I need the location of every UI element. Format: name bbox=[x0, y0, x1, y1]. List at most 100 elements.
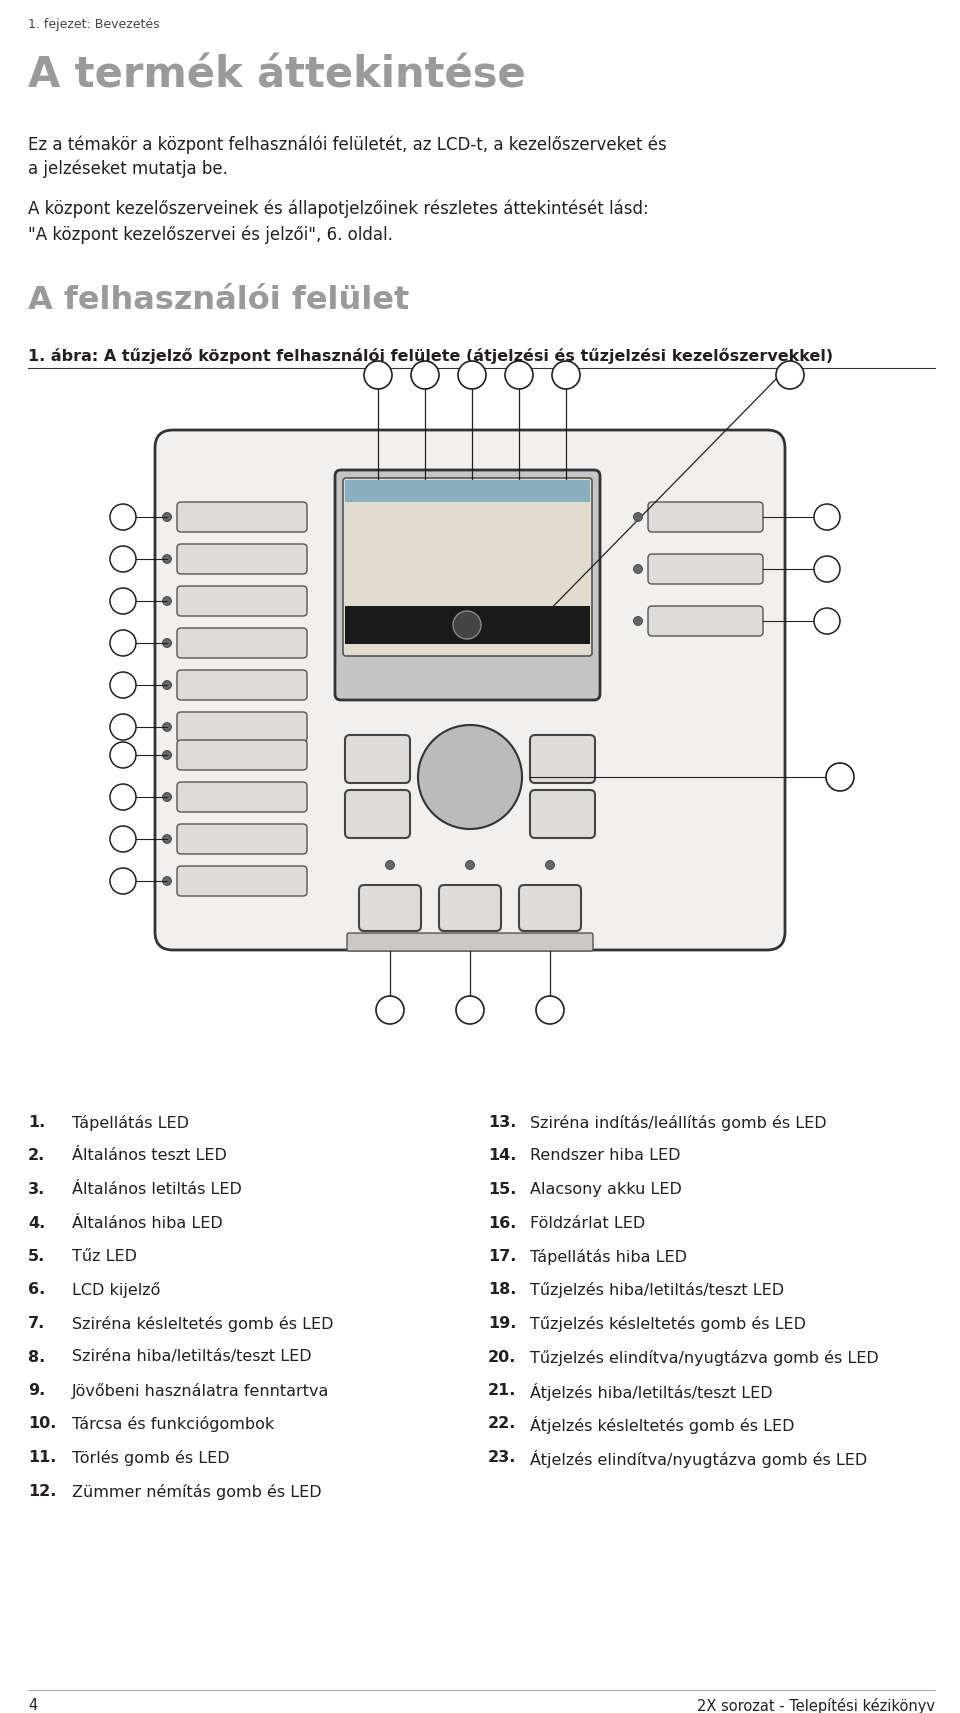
Circle shape bbox=[162, 793, 172, 802]
Text: 1. fejezet: Bevezetés: 1. fejezet: Bevezetés bbox=[28, 19, 159, 31]
Text: 16.: 16. bbox=[488, 1216, 516, 1230]
Circle shape bbox=[467, 488, 477, 498]
Text: 15.: 15. bbox=[488, 1182, 516, 1197]
Circle shape bbox=[110, 546, 136, 572]
Circle shape bbox=[456, 995, 484, 1024]
Text: Sziréna hiba/letiltás/teszt LED: Sziréna hiba/letiltás/teszt LED bbox=[72, 1350, 312, 1365]
Text: Rendszer hiba LED: Rendszer hiba LED bbox=[530, 1148, 681, 1163]
Text: 01: 01 bbox=[461, 613, 472, 622]
Text: PANEL 01: PANEL 01 bbox=[446, 509, 488, 517]
Circle shape bbox=[376, 995, 404, 1024]
Text: Sziréna indítás/leállítás gomb és LED: Sziréna indítás/leállítás gomb és LED bbox=[530, 1115, 827, 1131]
Text: 21.: 21. bbox=[488, 1382, 516, 1398]
Text: 22: 22 bbox=[116, 548, 131, 558]
Text: 16: 16 bbox=[116, 786, 130, 797]
Circle shape bbox=[364, 361, 392, 389]
Circle shape bbox=[418, 725, 522, 829]
Text: 11.: 11. bbox=[28, 1449, 57, 1465]
Circle shape bbox=[110, 504, 136, 529]
Text: A termék áttekintése: A termék áttekintése bbox=[28, 55, 526, 98]
Circle shape bbox=[545, 860, 555, 870]
FancyBboxPatch shape bbox=[177, 670, 307, 701]
FancyBboxPatch shape bbox=[439, 886, 501, 930]
FancyBboxPatch shape bbox=[345, 790, 410, 838]
FancyBboxPatch shape bbox=[530, 735, 595, 783]
FancyBboxPatch shape bbox=[177, 783, 307, 812]
Text: 2X sorozat - Telepítési kézikönyv: 2X sorozat - Telepítési kézikönyv bbox=[697, 1698, 935, 1713]
Text: 20: 20 bbox=[116, 632, 130, 642]
Text: A központ kezelőszerveinek és állapotjelzőinek részletes áttekintését lásd:: A központ kezelőszerveinek és állapotjel… bbox=[28, 200, 649, 219]
Circle shape bbox=[110, 868, 136, 894]
Text: F1: F1 bbox=[367, 745, 388, 761]
Text: 18.: 18. bbox=[488, 1283, 516, 1297]
Text: Tápellátás hiba LED: Tápellátás hiba LED bbox=[530, 1249, 687, 1264]
Text: 4: 4 bbox=[28, 1698, 37, 1713]
FancyBboxPatch shape bbox=[177, 824, 307, 855]
Circle shape bbox=[110, 630, 136, 656]
Text: Általános teszt LED: Általános teszt LED bbox=[72, 1148, 227, 1163]
Text: Törlés gomb és LED: Törlés gomb és LED bbox=[72, 1449, 229, 1466]
Text: 5.: 5. bbox=[28, 1249, 45, 1264]
FancyBboxPatch shape bbox=[177, 713, 307, 742]
Circle shape bbox=[110, 671, 136, 697]
Text: 9.: 9. bbox=[28, 1382, 45, 1398]
Circle shape bbox=[634, 617, 642, 625]
Text: Tárcsa és funkciógombok: Tárcsa és funkciógombok bbox=[72, 1417, 275, 1432]
Text: 8.: 8. bbox=[28, 1350, 45, 1365]
Text: 2: 2 bbox=[421, 363, 429, 375]
Circle shape bbox=[110, 714, 136, 740]
Circle shape bbox=[420, 488, 430, 498]
Circle shape bbox=[162, 834, 172, 843]
Text: 5: 5 bbox=[562, 363, 570, 375]
FancyBboxPatch shape bbox=[530, 790, 595, 838]
Text: 3.: 3. bbox=[28, 1182, 45, 1197]
Circle shape bbox=[446, 754, 494, 802]
FancyBboxPatch shape bbox=[347, 934, 593, 951]
Circle shape bbox=[162, 596, 172, 605]
Circle shape bbox=[162, 639, 172, 648]
Text: 21: 21 bbox=[116, 589, 130, 600]
Circle shape bbox=[826, 762, 854, 791]
Text: 17.: 17. bbox=[488, 1249, 516, 1264]
Circle shape bbox=[110, 742, 136, 767]
Text: 12: 12 bbox=[463, 997, 477, 1011]
Text: 20.: 20. bbox=[488, 1350, 516, 1365]
Circle shape bbox=[386, 860, 395, 870]
Text: Tűzjelzés hiba/letiltás/teszt LED: Tűzjelzés hiba/letiltás/teszt LED bbox=[530, 1283, 784, 1298]
FancyBboxPatch shape bbox=[177, 545, 307, 574]
Text: Átjelzés késleltetés gomb és LED: Átjelzés késleltetés gomb és LED bbox=[530, 1417, 795, 1434]
Text: 1. ábra: A tűzjelző központ felhasználói felülete (átjelzési és tűzjelzési kezel: 1. ábra: A tűzjelző központ felhasználói… bbox=[28, 348, 833, 363]
Text: Átjelzés hiba/letiltás/teszt LED: Átjelzés hiba/letiltás/teszt LED bbox=[530, 1382, 773, 1401]
Text: 14: 14 bbox=[116, 870, 130, 880]
Text: Általános hiba LED: Általános hiba LED bbox=[72, 1216, 223, 1230]
FancyBboxPatch shape bbox=[177, 586, 307, 617]
FancyBboxPatch shape bbox=[519, 886, 581, 930]
Text: 1.: 1. bbox=[28, 1115, 45, 1131]
Text: F4: F4 bbox=[551, 800, 572, 815]
Circle shape bbox=[162, 680, 172, 690]
Text: 23: 23 bbox=[116, 505, 130, 516]
Text: FIRE DETECTION INSTALLATION: FIRE DETECTION INSTALLATION bbox=[418, 522, 516, 528]
FancyBboxPatch shape bbox=[343, 478, 592, 656]
Circle shape bbox=[432, 738, 508, 815]
Circle shape bbox=[814, 504, 840, 529]
Circle shape bbox=[458, 361, 486, 389]
Text: 13: 13 bbox=[383, 997, 397, 1011]
Circle shape bbox=[373, 488, 383, 498]
Text: 9: 9 bbox=[824, 610, 830, 620]
Text: 10.: 10. bbox=[28, 1417, 57, 1432]
Text: "A központ kezelőszervei és jelzői", 6. oldal.: "A központ kezelőszervei és jelzői", 6. … bbox=[28, 224, 393, 243]
Text: a jelzéseket mutatja be.: a jelzéseket mutatja be. bbox=[28, 159, 228, 178]
Text: 2.: 2. bbox=[28, 1148, 45, 1163]
Text: Általános letiltás LED: Általános letiltás LED bbox=[72, 1182, 242, 1197]
Text: F3: F3 bbox=[367, 800, 388, 815]
Text: 7.: 7. bbox=[28, 1316, 45, 1331]
Text: LCD kijelző: LCD kijelző bbox=[72, 1283, 160, 1298]
Text: Jövőbeni használatra fenntartva: Jövőbeni használatra fenntartva bbox=[72, 1382, 329, 1400]
Text: 11: 11 bbox=[542, 997, 558, 1011]
Text: Átjelzés elindítva/nyugtázva gomb és LED: Átjelzés elindítva/nyugtázva gomb és LED bbox=[530, 1449, 867, 1468]
FancyBboxPatch shape bbox=[345, 735, 410, 783]
Text: 8: 8 bbox=[824, 558, 830, 569]
Circle shape bbox=[466, 860, 474, 870]
Circle shape bbox=[814, 557, 840, 582]
